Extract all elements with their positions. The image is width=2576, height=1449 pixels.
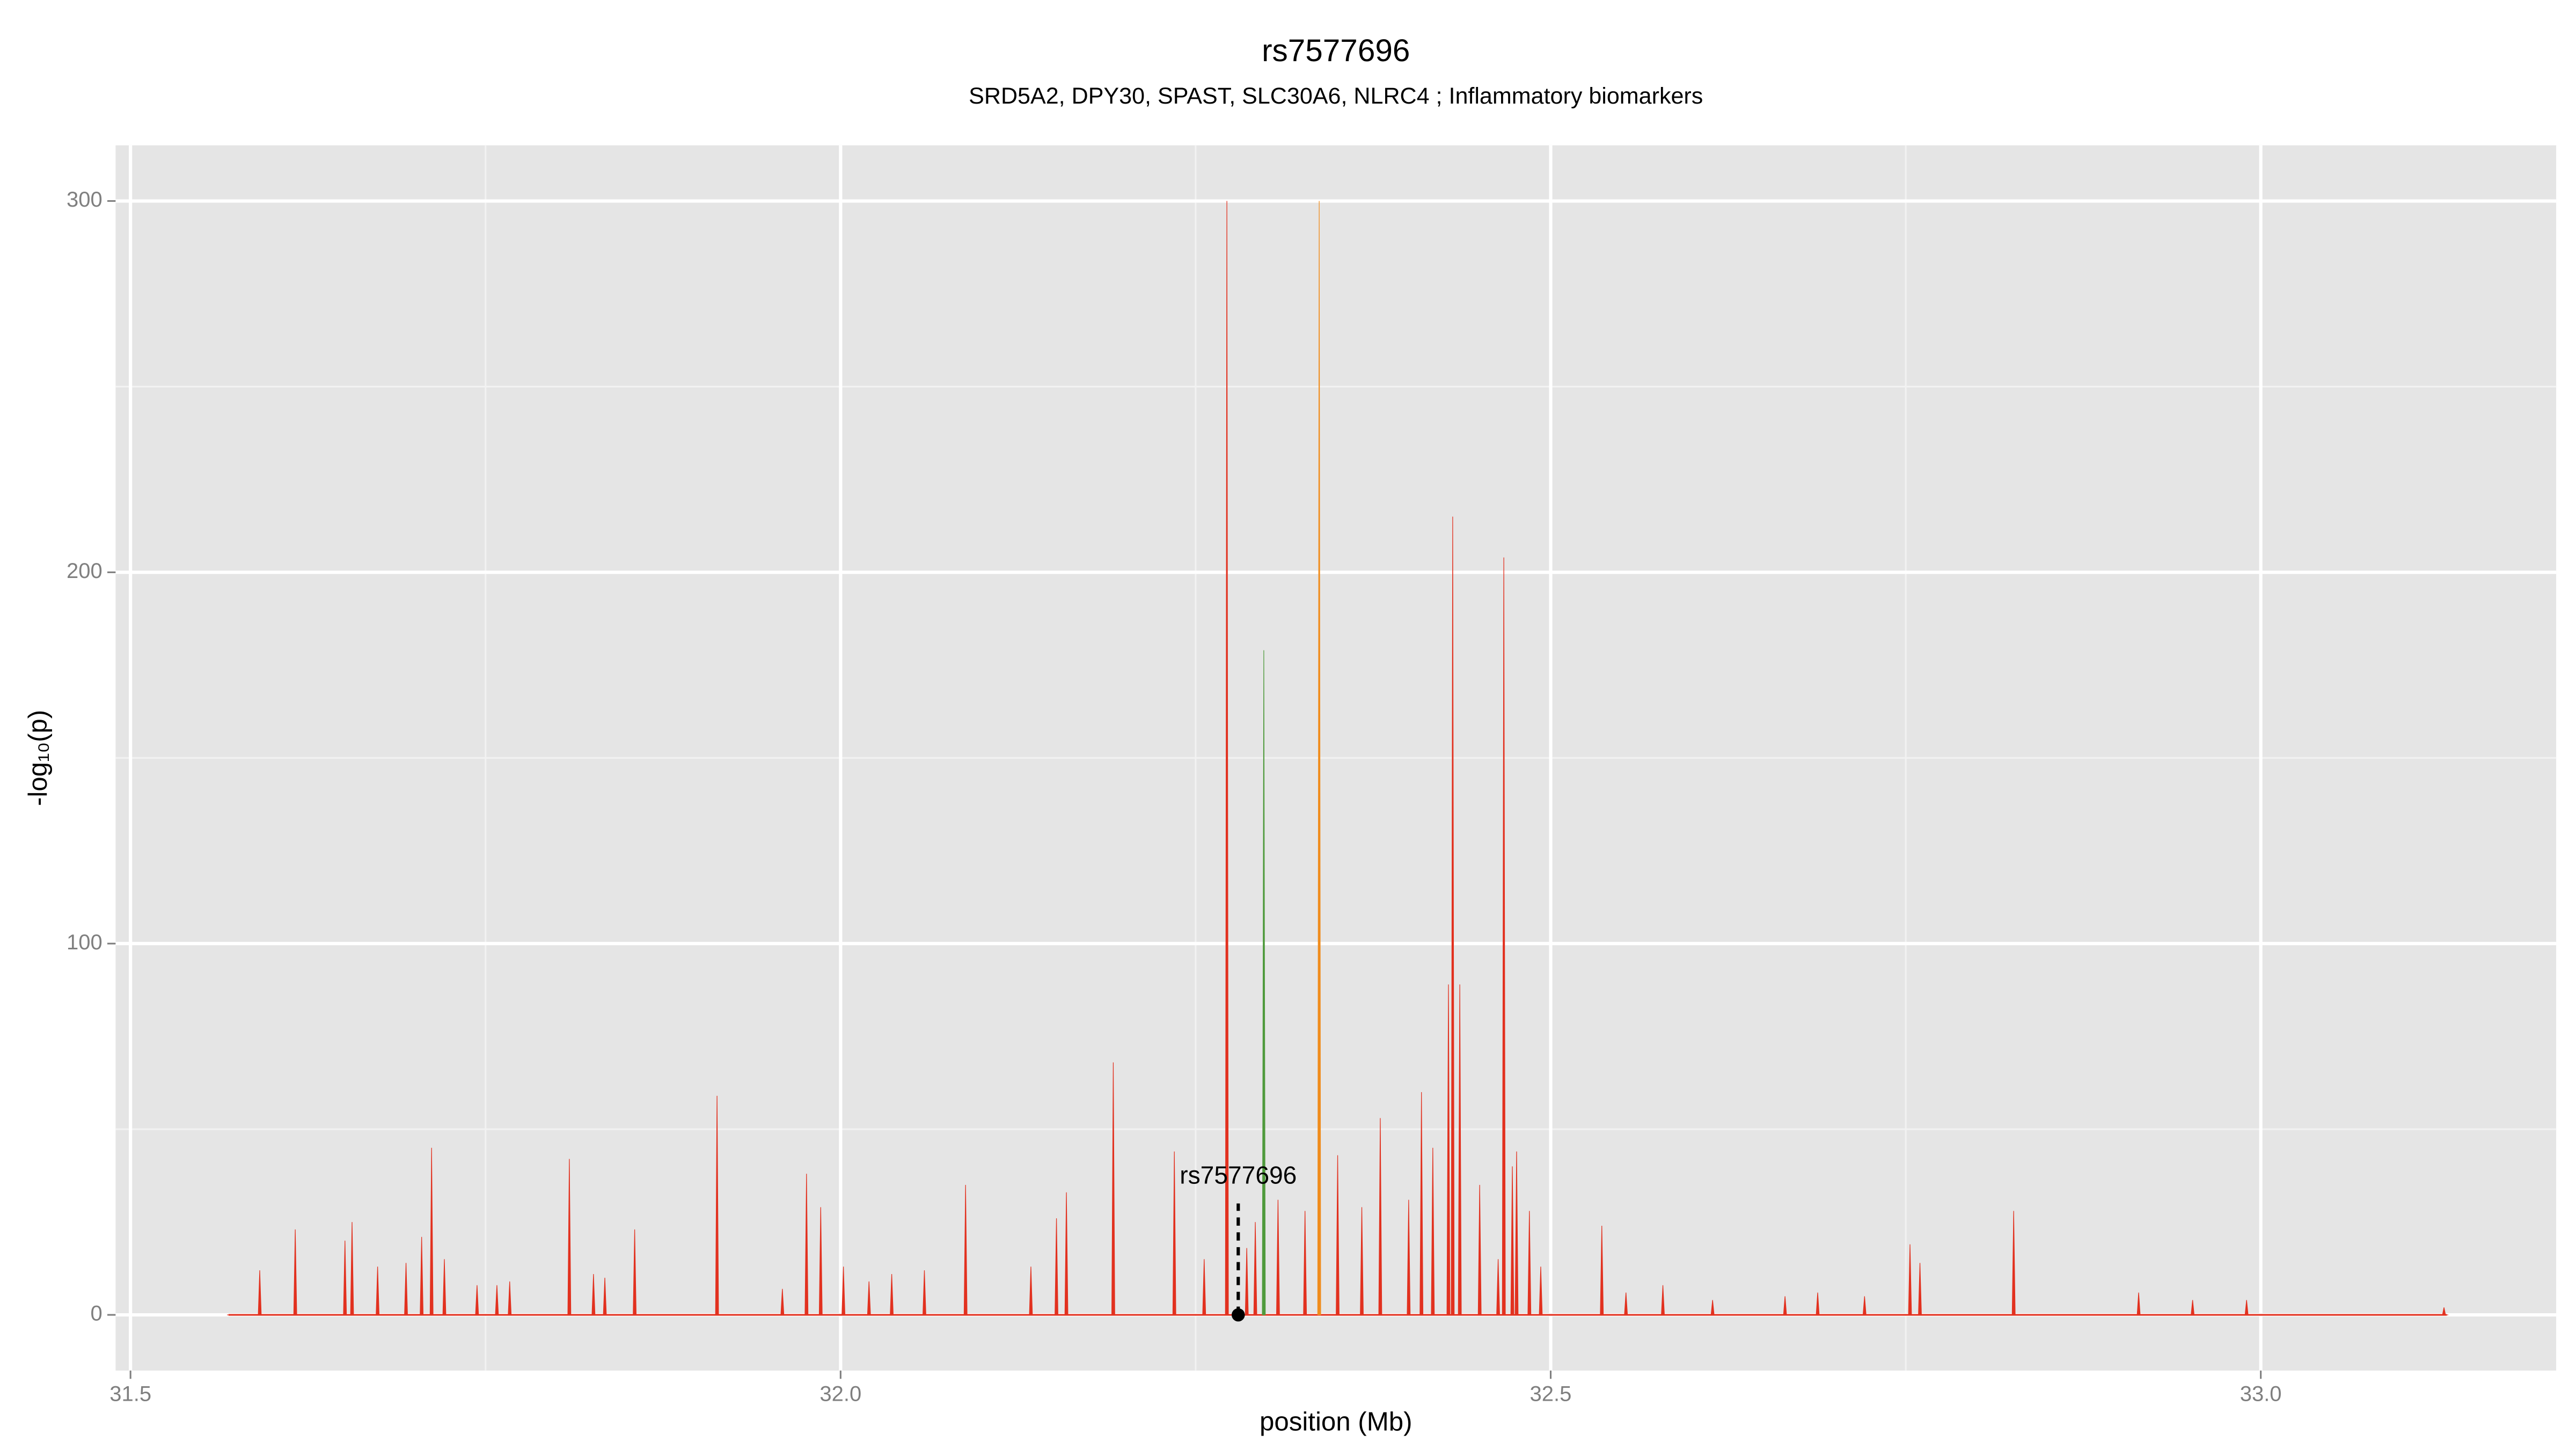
spike bbox=[1510, 1166, 1514, 1315]
spike bbox=[1710, 1300, 1715, 1315]
spike bbox=[2442, 1307, 2446, 1315]
spike bbox=[429, 1147, 434, 1315]
spike bbox=[1172, 1151, 1176, 1315]
spike bbox=[1539, 1267, 1543, 1315]
spike bbox=[1816, 1292, 1820, 1315]
y-tick-label: 300 bbox=[67, 188, 103, 211]
spike bbox=[2011, 1211, 2016, 1315]
spike bbox=[715, 1095, 719, 1315]
spike bbox=[804, 1174, 809, 1315]
spike bbox=[818, 1207, 823, 1315]
spike bbox=[1303, 1211, 1307, 1315]
x-tick-label: 32.0 bbox=[819, 1382, 861, 1406]
spike bbox=[343, 1240, 347, 1315]
spike bbox=[1862, 1296, 1867, 1315]
spike bbox=[1317, 201, 1321, 1315]
spike bbox=[495, 1285, 499, 1315]
spike bbox=[923, 1270, 926, 1315]
spike bbox=[1451, 516, 1455, 1315]
spike bbox=[2191, 1300, 2195, 1315]
spike bbox=[1783, 1296, 1787, 1315]
spike bbox=[1431, 1147, 1435, 1315]
spike bbox=[1407, 1199, 1411, 1315]
annotation-point bbox=[1231, 1308, 1245, 1322]
y-tick-label: 100 bbox=[67, 931, 103, 954]
spike bbox=[1225, 201, 1229, 1315]
y-axis-label: -log₁₀(p) bbox=[23, 710, 53, 806]
spike bbox=[1446, 984, 1451, 1315]
x-tick-label: 31.5 bbox=[109, 1382, 151, 1406]
spike bbox=[567, 1159, 572, 1315]
spike bbox=[603, 1277, 607, 1315]
spike bbox=[442, 1259, 447, 1315]
spike bbox=[376, 1267, 380, 1315]
spike bbox=[1055, 1218, 1058, 1315]
spike bbox=[841, 1267, 846, 1315]
x-tick-label: 33.0 bbox=[2240, 1382, 2282, 1406]
spike bbox=[1245, 1248, 1249, 1315]
spike bbox=[1276, 1199, 1280, 1315]
spike bbox=[633, 1229, 637, 1315]
spike bbox=[1527, 1211, 1532, 1315]
spike bbox=[293, 1229, 297, 1315]
spike bbox=[963, 1184, 968, 1315]
spike bbox=[508, 1281, 512, 1315]
spike bbox=[475, 1285, 479, 1315]
chart-subtitle: SRD5A2, DPY30, SPAST, SLC30A6, NLRC4 ; I… bbox=[969, 83, 1703, 109]
spike bbox=[404, 1263, 408, 1315]
spike bbox=[1661, 1285, 1665, 1315]
spike bbox=[867, 1281, 871, 1315]
spike bbox=[1908, 1244, 1912, 1315]
spike bbox=[2244, 1300, 2249, 1315]
spike bbox=[258, 1270, 262, 1315]
spike bbox=[1496, 1259, 1500, 1315]
spike bbox=[1514, 1151, 1519, 1315]
spike bbox=[1458, 984, 1462, 1315]
spike bbox=[1029, 1267, 1033, 1315]
chart-title: rs7577696 bbox=[1262, 33, 1410, 68]
spike bbox=[420, 1236, 424, 1315]
spike bbox=[1064, 1192, 1069, 1315]
y-tick-label: 200 bbox=[67, 559, 103, 583]
spike bbox=[350, 1222, 354, 1315]
spike bbox=[1419, 1092, 1424, 1315]
annotation-label: rs7577696 bbox=[1180, 1161, 1297, 1189]
spike bbox=[1202, 1259, 1206, 1315]
spike bbox=[1477, 1184, 1482, 1315]
spike bbox=[1502, 557, 1506, 1315]
spike bbox=[1111, 1062, 1115, 1315]
spike bbox=[1600, 1226, 1604, 1315]
spike bbox=[1918, 1263, 1922, 1315]
x-tick-label: 32.5 bbox=[1530, 1382, 1572, 1406]
spike bbox=[1262, 650, 1266, 1315]
spike bbox=[1624, 1292, 1628, 1315]
y-tick-label: 0 bbox=[91, 1302, 103, 1326]
spike bbox=[2136, 1292, 2141, 1315]
spike bbox=[1336, 1155, 1340, 1315]
spike bbox=[780, 1289, 785, 1315]
spike bbox=[1253, 1222, 1257, 1315]
spike bbox=[1360, 1207, 1364, 1315]
spike bbox=[1378, 1118, 1382, 1315]
spike bbox=[591, 1274, 596, 1315]
spike bbox=[890, 1274, 894, 1315]
x-axis-label: position (Mb) bbox=[1260, 1407, 1412, 1436]
